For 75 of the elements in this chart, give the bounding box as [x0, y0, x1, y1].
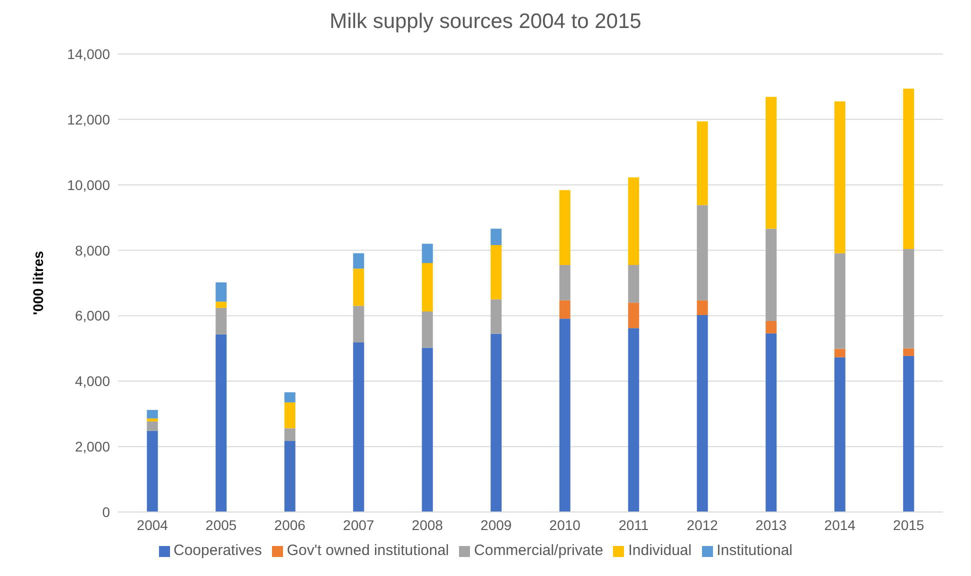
bar — [284, 441, 296, 512]
bar — [628, 328, 640, 512]
bar — [559, 190, 570, 266]
y-tick-label: 4,000 — [74, 373, 110, 390]
bar — [628, 302, 640, 328]
x-tick-label: 2006 — [274, 516, 306, 533]
bar — [490, 299, 502, 334]
bar — [284, 428, 296, 442]
y-tick-label: 10,000 — [67, 176, 110, 193]
bar — [696, 121, 708, 206]
y-tick-label: 12,000 — [67, 111, 110, 128]
legend-label: Individual — [628, 542, 692, 559]
bar — [628, 265, 640, 303]
bar — [628, 177, 640, 266]
bar — [903, 348, 914, 356]
bar — [559, 318, 570, 512]
bar — [353, 268, 364, 306]
bar — [766, 320, 777, 334]
bar — [766, 228, 777, 321]
bar — [559, 300, 570, 319]
x-tick-label: 2007 — [343, 516, 374, 533]
x-tick-label: 2010 — [549, 516, 581, 533]
bar — [284, 392, 296, 402]
x-tick-label: 2004 — [136, 516, 168, 533]
bar — [353, 253, 364, 269]
bar — [766, 96, 777, 229]
bar — [834, 357, 846, 512]
legend-label: Cooperatives — [174, 542, 262, 559]
x-tick-label: 2008 — [412, 516, 444, 533]
bar — [146, 421, 158, 431]
y-axis-title: '000 litres — [30, 250, 46, 316]
bar — [422, 244, 433, 264]
bar — [216, 334, 227, 512]
bar — [422, 311, 433, 348]
bar — [216, 308, 227, 334]
bar — [422, 348, 433, 512]
x-tick-label: 2013 — [756, 516, 787, 533]
legend-label: Gov't owned institutional — [286, 542, 450, 559]
bar — [696, 205, 708, 300]
bar — [490, 245, 502, 300]
bar — [696, 315, 708, 512]
legend-label: Commercial/private — [474, 542, 604, 559]
x-tick-label: 2005 — [206, 516, 237, 533]
bar — [422, 263, 433, 312]
bar — [146, 418, 158, 422]
bar — [766, 333, 777, 512]
bar — [834, 101, 846, 254]
bar — [216, 302, 227, 308]
x-tick-label: 2014 — [824, 516, 856, 533]
bar — [903, 248, 914, 348]
x-tick-label: 2015 — [893, 516, 924, 533]
bar — [353, 342, 364, 512]
bar — [834, 253, 846, 349]
x-tick-label: 2011 — [618, 516, 649, 533]
legend-label: Institutional — [716, 542, 792, 559]
bar — [284, 402, 296, 428]
bar — [903, 356, 914, 512]
bar — [146, 430, 158, 512]
y-tick-label: 0 — [102, 504, 110, 520]
bar — [216, 282, 227, 302]
x-tick-label: 2009 — [480, 516, 512, 533]
y-tick-label: 8,000 — [74, 242, 110, 258]
bar — [903, 88, 914, 249]
y-tick-label: 14,000 — [67, 46, 110, 62]
bar — [834, 348, 846, 358]
bar — [490, 334, 502, 512]
y-tick-label: 2,000 — [74, 438, 110, 455]
x-tick-label: 2012 — [686, 516, 718, 533]
bar — [146, 410, 158, 418]
bar — [559, 265, 570, 300]
bar — [490, 228, 502, 246]
bar — [353, 306, 364, 343]
y-tick-label: 6,000 — [74, 308, 110, 324]
bar — [696, 300, 708, 316]
chart-title: Milk supply sources 2004 to 2015 — [328, 10, 642, 35]
